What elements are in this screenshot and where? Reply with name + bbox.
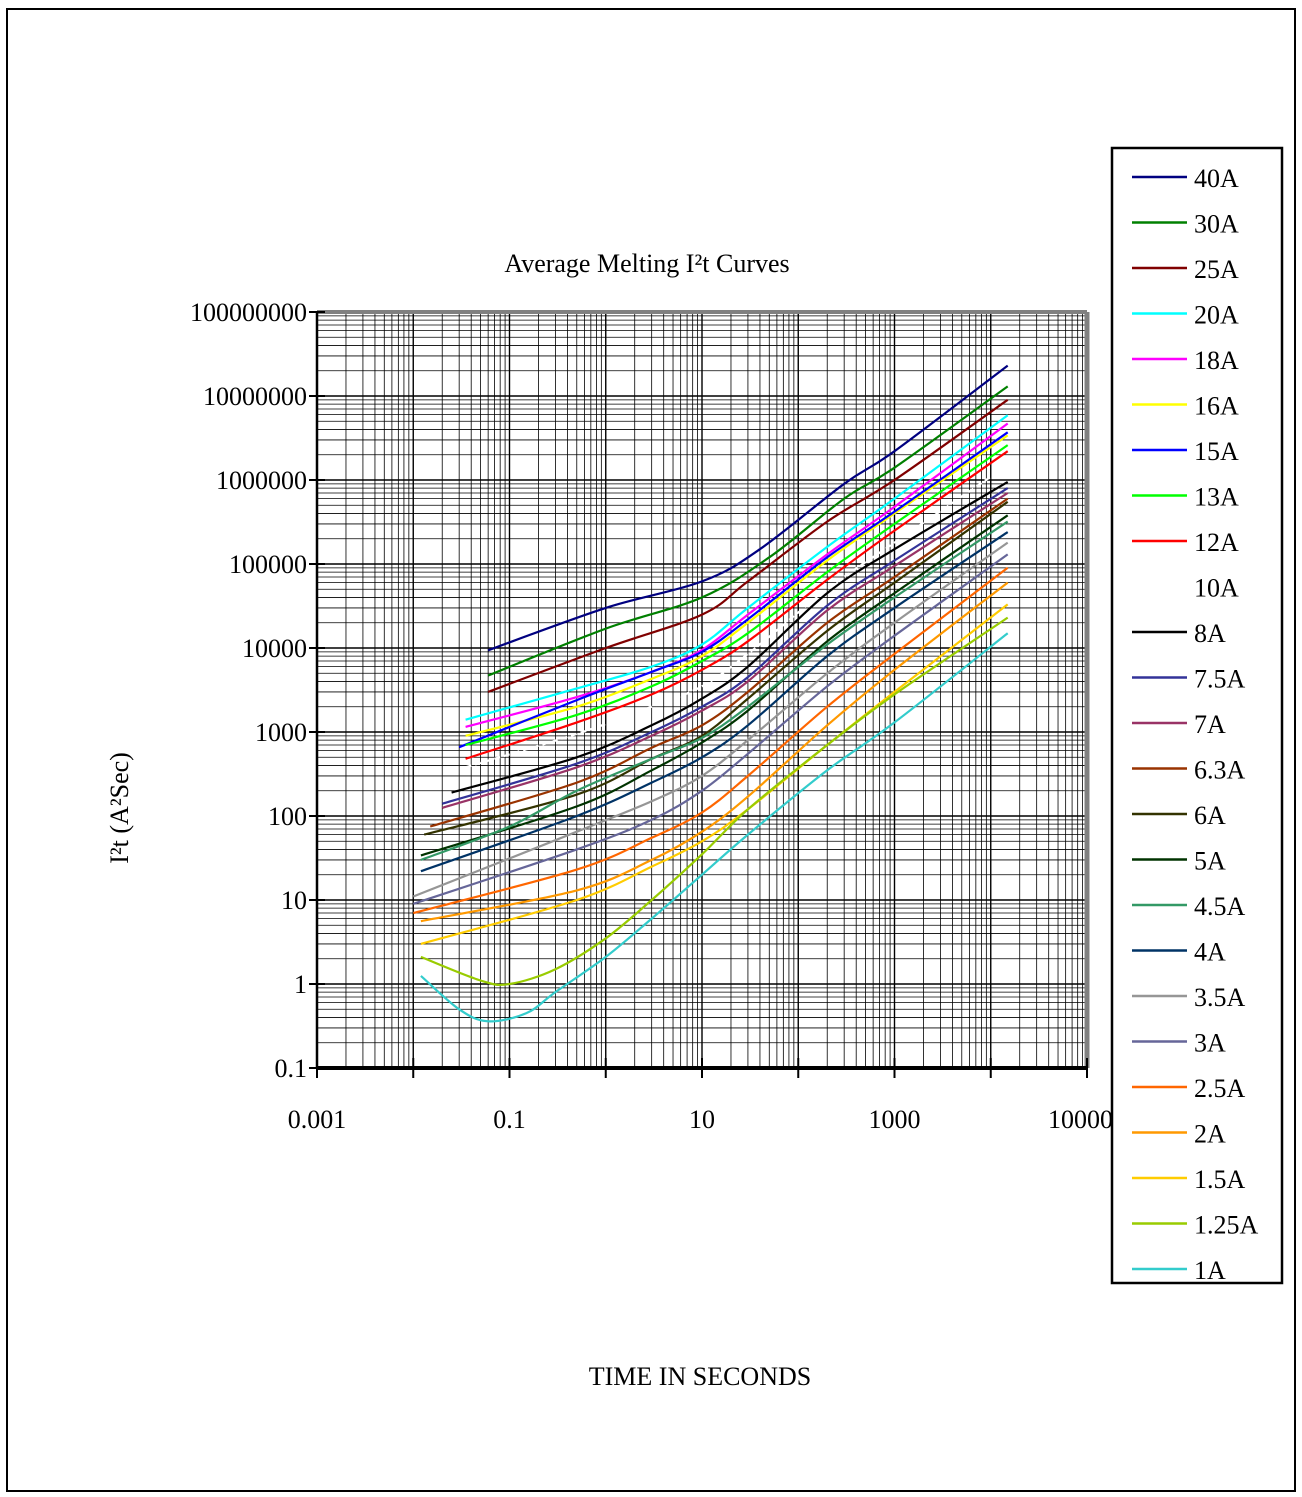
legend-label: 8A: [1194, 619, 1226, 648]
x-tick-label: 0.1: [493, 1105, 526, 1134]
legend-label: 4A: [1194, 938, 1226, 967]
y-axis-title: I²t (A²Sec): [105, 752, 134, 864]
series-layer: [412, 364, 1009, 1023]
series-line-10a: [465, 464, 1009, 769]
legend-label: 10A: [1194, 574, 1239, 603]
series-line-1-5a: [420, 603, 1009, 945]
series-line-2a: [420, 581, 1009, 923]
series-line-13a: [465, 444, 1009, 747]
legend-label: 15A: [1194, 437, 1239, 466]
series-line-30a: [487, 385, 1009, 677]
series-line-25a: [487, 398, 1009, 693]
series-line-12a: [465, 450, 1009, 760]
series-line-18a: [465, 422, 1009, 728]
series-line-2-5a: [413, 566, 1009, 915]
legend-label: 1.5A: [1194, 1165, 1246, 1194]
series-line-6-3a: [429, 497, 1009, 828]
legend-label: 6.3A: [1194, 756, 1246, 785]
legend-label: 1.25A: [1194, 1211, 1259, 1240]
legend-label: 3A: [1194, 1029, 1226, 1058]
series-line-6a: [423, 500, 1009, 836]
series-line-4a: [420, 531, 1009, 873]
x-tick-label: 1000: [869, 1105, 921, 1134]
legend-label: 7A: [1194, 710, 1226, 739]
legend-label: 7.5A: [1194, 665, 1246, 694]
legend-label: 20A: [1194, 301, 1239, 330]
series-line-8a: [451, 480, 1009, 794]
series-line-7-5a: [441, 487, 1009, 805]
legend-label: 2A: [1194, 1120, 1226, 1149]
series-line-7a: [441, 492, 1009, 809]
series-line-1a: [420, 632, 1009, 1023]
series-line-3a: [412, 553, 1009, 905]
x-axis-title: TIME IN SECONDS: [589, 1362, 811, 1391]
grid: [316, 312, 1087, 1069]
legend-label: 30A: [1194, 210, 1239, 239]
series-line-4-5a: [420, 520, 1009, 861]
x-tick-label: 10: [689, 1105, 715, 1134]
y-tick-label: 1000: [255, 718, 307, 747]
series-line-16a: [465, 434, 1009, 737]
legend-label: 3.5A: [1194, 983, 1246, 1012]
series-line-3-5a: [412, 541, 1009, 898]
legend: 40A 30A 25A 20A 18A 16A 15A 13A 12A 10A 8A 7.5A 7A 6.…: [1110, 146, 1284, 1285]
legend-label: 12A: [1194, 528, 1239, 557]
legend-label: 2.5A: [1194, 1074, 1246, 1103]
legend-label: 4.5A: [1194, 892, 1246, 921]
legend-label: 13A: [1194, 483, 1239, 512]
y-tick-label: 100000: [229, 550, 307, 579]
legend-label: 5A: [1194, 847, 1226, 876]
legend-label: 1A: [1194, 1256, 1226, 1285]
series-line-40a: [487, 364, 1009, 652]
series-line-20a: [465, 414, 1009, 721]
y-tick-label: 10000000: [203, 382, 307, 411]
y-tick-label: 10: [281, 886, 307, 915]
legend-label: 40A: [1194, 164, 1239, 193]
y-tick-label: 100000000: [190, 298, 307, 327]
chart-title: Average Melting I²t Curves: [504, 249, 789, 278]
series-line-5a: [420, 514, 1009, 857]
y-tick-label: 1: [294, 970, 307, 999]
legend-label: 18A: [1194, 346, 1239, 375]
legend-label: 16A: [1194, 392, 1239, 421]
x-tick-label: 0.001: [288, 1105, 347, 1134]
y-tick-label: 1000000: [216, 466, 307, 495]
chart-frame: [6, 8, 1296, 1492]
y-tick-label: 0.1: [275, 1054, 308, 1083]
legend-label: 6A: [1194, 801, 1226, 830]
legend-label: 25A: [1194, 255, 1239, 284]
legend-box: [1110, 146, 1284, 1285]
series-line-15a: [458, 431, 1009, 749]
y-tick-label: 100: [268, 802, 307, 831]
axes: 0.001 0.1 10 1000 10000010000000010000000100…: [190, 298, 1126, 1134]
series-line-1-25a: [420, 616, 1009, 987]
y-tick-label: 10000: [242, 634, 307, 663]
